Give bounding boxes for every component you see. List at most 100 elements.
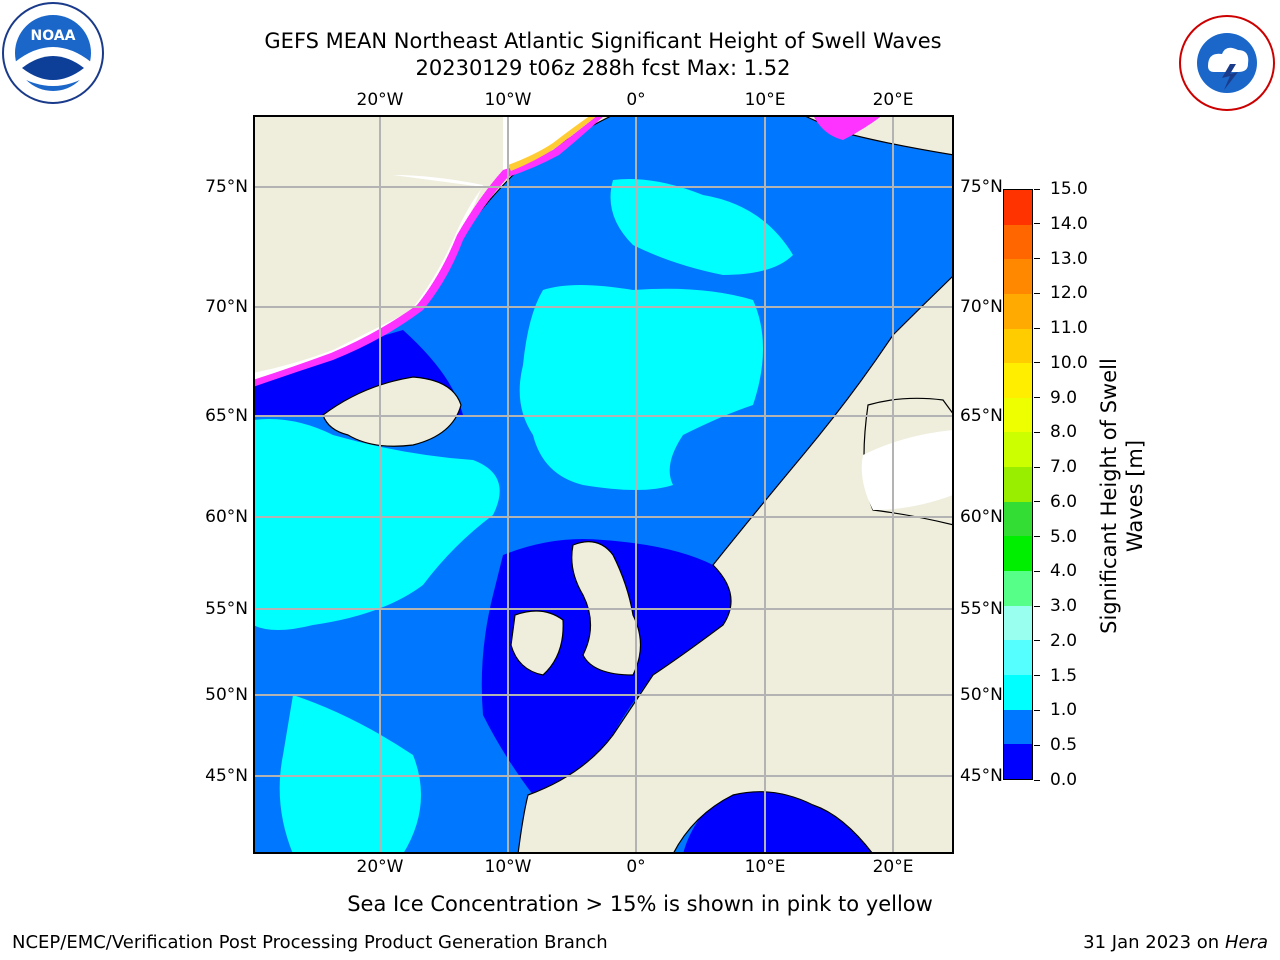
- colorbar-segment: [1004, 432, 1032, 468]
- lon-label-top: 10°E: [744, 90, 786, 110]
- colorbar-tick-label: 9.0: [1050, 387, 1078, 408]
- lat-label-right: 75°N: [960, 177, 1003, 197]
- sea-ice-note: Sea Ice Concentration > 15% is shown in …: [347, 892, 933, 916]
- footer-right: 31 Jan 2023 on Hera: [1083, 932, 1268, 954]
- nws-logo: [1178, 14, 1276, 112]
- colorbar-segment: [1004, 467, 1032, 502]
- colorbar-tick-mark: [1034, 292, 1040, 294]
- lat-label-right: 60°N: [960, 507, 1003, 527]
- colorbar-segment: [1004, 744, 1032, 779]
- colorbar-segment: [1004, 501, 1032, 537]
- colorbar-segment: [1004, 571, 1032, 606]
- colorbar-tick-mark: [1034, 466, 1040, 468]
- colorbar-label-line1: Significant Height of Swell: [1097, 358, 1121, 634]
- lat-label-right: 55°N: [960, 599, 1003, 619]
- lon-label-top: 10°W: [484, 90, 532, 110]
- swell-region-barents: [610, 179, 793, 275]
- colorbar-tick-label: 14.0: [1050, 213, 1088, 234]
- colorbar-segment: [1004, 259, 1032, 294]
- blank-area-fram-strait: [503, 115, 593, 170]
- colorbar-tick-mark: [1034, 744, 1040, 746]
- lat-label-right: 65°N: [960, 406, 1003, 426]
- colorbar-tick-label: 1.5: [1050, 665, 1078, 686]
- colorbar-segment: [1004, 674, 1032, 710]
- lon-label-bottom: 20°E: [872, 857, 914, 877]
- swell-region-west-atlantic: [253, 419, 500, 630]
- lat-label-right: 45°N: [960, 766, 1003, 786]
- footer-left: NCEP/EMC/Verification Post Processing Pr…: [12, 932, 608, 953]
- colorbar-tick-mark: [1034, 397, 1040, 399]
- colorbar-tick-mark: [1034, 188, 1040, 190]
- swell-region-norwegian-sea: [519, 285, 763, 490]
- colorbar-tick-label: 13.0: [1050, 248, 1088, 269]
- lat-label-left: 75°N: [205, 177, 248, 197]
- land-iceland: [322, 376, 462, 447]
- colorbar-tick-label: 1.0: [1050, 700, 1078, 721]
- footer-host: Hera: [1224, 932, 1268, 953]
- colorbar-segment: [1004, 224, 1032, 260]
- colorbar-tick-mark: [1034, 362, 1040, 364]
- chart-subtitle: 20230129 t06z 288h fcst Max: 1.52: [415, 56, 791, 80]
- colorbar-tick-mark: [1034, 431, 1040, 433]
- colorbar-tick-mark: [1034, 640, 1040, 642]
- lon-label-bottom: 10°W: [484, 857, 532, 877]
- lat-label-left: 45°N: [205, 766, 248, 786]
- noaa-logo: NOAA: [2, 2, 104, 104]
- colorbar-tick-mark: [1034, 709, 1040, 711]
- colorbar-tick-mark: [1034, 258, 1040, 260]
- lon-label-bottom: 20°W: [356, 857, 404, 877]
- lon-label-bottom: 10°E: [744, 857, 786, 877]
- colorbar-tick-label: 11.0: [1050, 318, 1088, 339]
- land-europe: [517, 114, 955, 855]
- colorbar-ticks: 15.0 14.0 13.0 12.0 11.0 10.0 9.0 8.0 7.0 6.0 5.0 4…: [1034, 179, 1104, 790]
- colorbar-tick-label: 0.0: [1050, 770, 1078, 790]
- lon-label-top: 20°E: [872, 90, 914, 110]
- map-frame: [253, 115, 954, 854]
- lat-label-left: 50°N: [205, 685, 248, 705]
- colorbar-tick-label: 10.0: [1050, 352, 1088, 373]
- colorbar-tick-label: 5.0: [1050, 526, 1078, 547]
- sea-ice-edge-yellow: [508, 115, 598, 171]
- lat-label-left: 55°N: [205, 599, 248, 619]
- lat-label-right: 50°N: [960, 685, 1003, 705]
- colorbar-label: Significant Height of Swell Waves [m]: [1096, 336, 1148, 656]
- sea-ice-edge-pink: [253, 115, 605, 387]
- noaa-logo-text: NOAA: [31, 28, 76, 44]
- colorbar-tick-label: 7.0: [1050, 457, 1078, 478]
- land-ireland: [510, 610, 564, 676]
- colorbar-tick-mark: [1034, 779, 1040, 781]
- colorbar-label-line2: Waves [m]: [1123, 439, 1147, 553]
- lat-label-left: 65°N: [205, 406, 248, 426]
- colorbar-tick-label: 4.0: [1050, 561, 1078, 582]
- colorbar-segment: [1004, 363, 1032, 398]
- lon-label-bottom: 0°: [626, 857, 646, 877]
- colorbar-segment: [1004, 293, 1032, 329]
- lon-label-top: 20°W: [356, 90, 404, 110]
- lat-label-left: 70°N: [205, 297, 248, 317]
- colorbar-tick-label: 15.0: [1050, 179, 1088, 199]
- map-panel: [252, 114, 955, 855]
- colorbar-tick-label: 3.0: [1050, 596, 1078, 617]
- chart-title: GEFS MEAN Northeast Atlantic Significant…: [264, 29, 942, 53]
- colorbar-tick-label: 12.0: [1050, 283, 1088, 304]
- colorbar: [1003, 189, 1033, 780]
- colorbar-segment: [1004, 536, 1032, 572]
- colorbar-segment: [1004, 605, 1032, 641]
- colorbar-tick-label: 6.0: [1050, 491, 1078, 512]
- colorbar-tick-mark: [1034, 605, 1040, 607]
- colorbar-tick-label: 8.0: [1050, 422, 1078, 443]
- colorbar-segment: [1004, 328, 1032, 364]
- colorbar-segment: [1004, 709, 1032, 745]
- sea-ice-svalbard-pink: [813, 115, 883, 140]
- map-svg: [252, 114, 955, 855]
- colorbar-tick-mark: [1034, 327, 1040, 329]
- blank-area-gulf-of-bothnia: [861, 430, 953, 510]
- lat-label-right: 70°N: [960, 297, 1003, 317]
- colorbar-tick-mark: [1034, 570, 1040, 572]
- colorbar-tick-label: 2.0: [1050, 630, 1078, 651]
- lat-label-left: 60°N: [205, 507, 248, 527]
- colorbar-tick-label: 0.5: [1050, 735, 1078, 756]
- colorbar-tick-mark: [1034, 536, 1040, 538]
- footer-date: 31 Jan 2023 on: [1083, 932, 1225, 953]
- swell-region-southwest: [279, 695, 421, 854]
